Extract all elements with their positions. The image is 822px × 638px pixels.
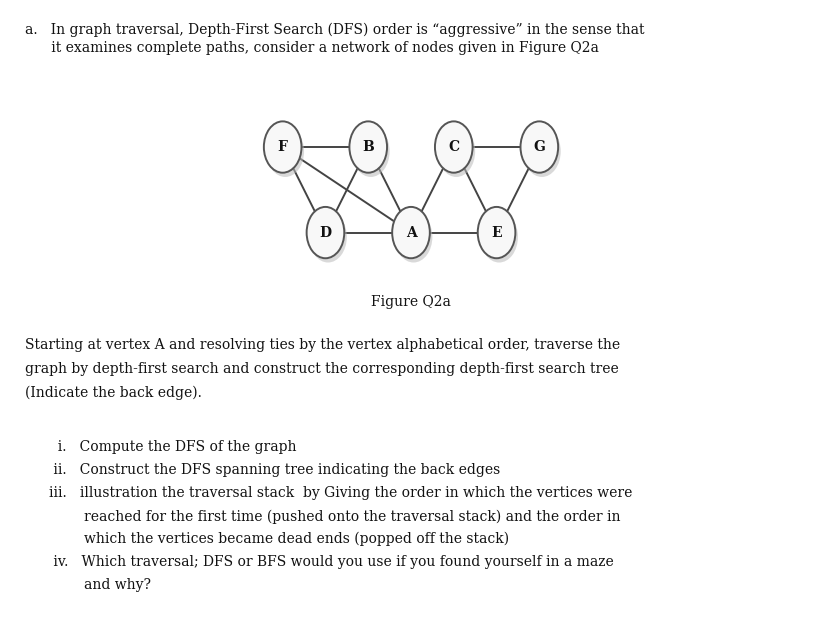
Ellipse shape: [309, 211, 347, 262]
Ellipse shape: [307, 207, 344, 258]
Ellipse shape: [264, 121, 302, 173]
Ellipse shape: [437, 126, 475, 177]
Text: and why?: and why?: [49, 578, 151, 592]
Ellipse shape: [392, 207, 430, 258]
Ellipse shape: [349, 121, 387, 173]
Text: E: E: [492, 226, 502, 240]
Text: graph by depth-first search and construct the corresponding depth-first search t: graph by depth-first search and construc…: [25, 362, 618, 376]
Text: B: B: [363, 140, 374, 154]
Ellipse shape: [480, 211, 518, 262]
Text: a.   In graph traversal, Depth-First Search (DFS) order is “aggressive” in the s: a. In graph traversal, Depth-First Searc…: [25, 22, 644, 37]
Ellipse shape: [266, 126, 304, 177]
Text: iv.   Which traversal; DFS or BFS would you use if you found yourself in a maze: iv. Which traversal; DFS or BFS would yo…: [49, 555, 614, 569]
Ellipse shape: [478, 207, 515, 258]
Text: G: G: [533, 140, 545, 154]
Text: (Indicate the back edge).: (Indicate the back edge).: [25, 385, 201, 400]
Text: Starting at vertex A and resolving ties by the vertex alphabetical order, traver: Starting at vertex A and resolving ties …: [25, 338, 620, 352]
Ellipse shape: [520, 121, 558, 173]
Ellipse shape: [435, 121, 473, 173]
Text: C: C: [448, 140, 459, 154]
Text: it examines complete paths, consider a network of nodes given in Figure Q2a: it examines complete paths, consider a n…: [25, 41, 598, 56]
Ellipse shape: [352, 126, 390, 177]
Ellipse shape: [523, 126, 561, 177]
Ellipse shape: [395, 211, 432, 262]
Text: i.   Compute the DFS of the graph: i. Compute the DFS of the graph: [49, 440, 297, 454]
Text: reached for the first time (pushed onto the traversal stack) and the order in: reached for the first time (pushed onto …: [49, 509, 621, 524]
Text: D: D: [320, 226, 331, 240]
Text: Figure Q2a: Figure Q2a: [371, 295, 451, 309]
Text: ii.   Construct the DFS spanning tree indicating the back edges: ii. Construct the DFS spanning tree indi…: [49, 463, 501, 477]
Text: iii.   illustration the traversal stack  by Giving the order in which the vertic: iii. illustration the traversal stack by…: [49, 486, 633, 500]
Text: F: F: [278, 140, 288, 154]
Text: A: A: [405, 226, 417, 240]
Text: which the vertices became dead ends (popped off the stack): which the vertices became dead ends (pop…: [49, 532, 510, 547]
